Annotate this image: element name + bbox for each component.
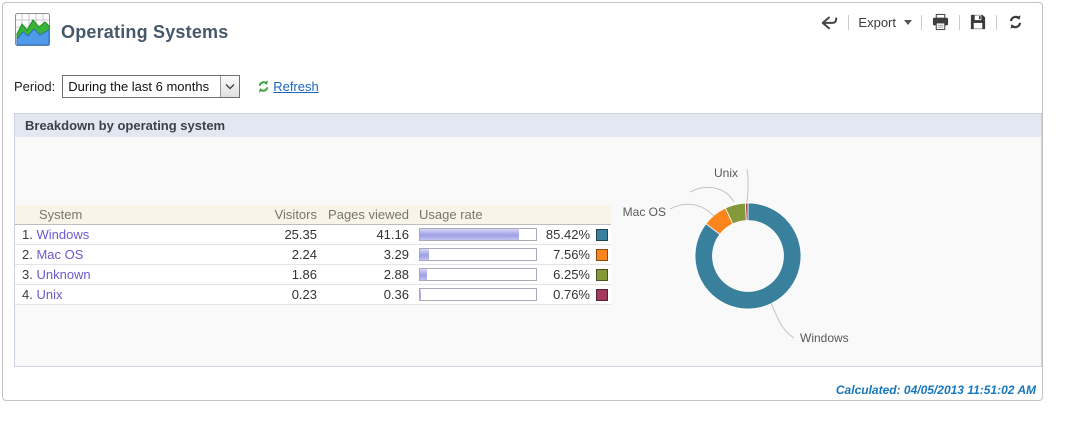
usage-rate-bar <box>419 247 537 261</box>
donut-segment-unix[interactable] <box>745 202 749 221</box>
refresh-link[interactable]: Refresh <box>273 79 319 94</box>
os-table: System Visitors Pages viewed Usage rate … <box>15 205 611 305</box>
legend-swatch <box>596 289 608 302</box>
leader-line-mac-os <box>669 203 715 217</box>
back-arrow-icon <box>819 13 839 31</box>
back-button[interactable] <box>810 10 848 34</box>
table-row: 4. Unix 0.23 0.36 0.76% <box>15 284 611 305</box>
breakdown-panel: Breakdown by operating system System Vis… <box>14 113 1042 367</box>
export-button[interactable]: Export <box>849 10 921 34</box>
usage-rate-bar-fill <box>420 228 520 240</box>
visitors-value: 0.23 <box>257 284 319 305</box>
operating-systems-widget: Operating Systems Export <box>2 2 1043 401</box>
row-rank: 3. <box>22 266 33 282</box>
os-link[interactable]: Windows <box>36 226 90 242</box>
reload-button[interactable] <box>997 10 1034 34</box>
table-header-row: System Visitors Pages viewed Usage rate <box>15 205 611 225</box>
row-rank: 4. <box>22 286 33 302</box>
print-button[interactable] <box>922 10 959 34</box>
visitors-value: 25.35 <box>257 224 319 245</box>
table-row: 1. Windows 25.35 41.16 85.42% <box>15 224 611 245</box>
pages-viewed-value: 2.88 <box>319 264 411 285</box>
page-title: Operating Systems <box>61 22 229 42</box>
table-row: 3. Unknown 1.86 2.88 6.25% <box>15 264 611 285</box>
pages-viewed-value: 3.29 <box>319 244 411 265</box>
os-link[interactable]: Unknown <box>36 266 91 282</box>
save-button[interactable] <box>960 10 996 34</box>
toolbar-separator <box>921 14 922 30</box>
area-chart-icon <box>13 10 53 50</box>
column-header-system: System <box>15 205 257 225</box>
column-header-pages-viewed: Pages viewed <box>319 205 411 225</box>
usage-rate-percent: 7.56% <box>541 244 593 265</box>
select-dropdown-button[interactable] <box>220 76 240 97</box>
panel-body: System Visitors Pages viewed Usage rate … <box>15 137 1041 366</box>
donut-segment-windows[interactable] <box>694 202 802 310</box>
pages-viewed-value: 0.36 <box>319 284 411 305</box>
toolbar-separator <box>848 14 850 30</box>
usage-rate-bar <box>419 287 537 301</box>
legend-swatch <box>596 269 608 282</box>
usage-rate-percent: 85.42% <box>541 224 593 245</box>
toolbar: Export <box>810 10 1034 34</box>
period-row: Period: During the last 6 months Refresh <box>14 75 319 98</box>
calculated-timestamp: Calculated: 04/05/2013 11:51:02 AM <box>835 383 1036 397</box>
chevron-down-icon <box>904 19 912 25</box>
leader-line-unknown <box>689 186 735 203</box>
column-header-visitors: Visitors <box>257 205 319 225</box>
toolbar-separator <box>959 14 960 30</box>
row-rank: 2. <box>22 246 33 262</box>
usage-rate-bar-fill <box>420 268 428 280</box>
export-label: Export <box>858 14 896 30</box>
os-link[interactable]: Mac OS <box>36 246 84 262</box>
visitors-value: 1.86 <box>257 264 319 285</box>
period-select[interactable]: During the last 6 months <box>62 75 241 98</box>
column-header-usage-rate: Usage rate <box>411 205 541 225</box>
usage-rate-bar <box>419 227 537 241</box>
os-table-body: 1. Windows 25.35 41.16 85.42% 2. Mac OS 2.24 3… <box>15 224 611 305</box>
toolbar-separator <box>996 14 997 30</box>
chart-label-mac-os: Mac OS <box>623 205 666 219</box>
usage-rate-bar <box>419 267 537 281</box>
printer-icon <box>931 13 950 31</box>
chart-label-windows: Windows <box>800 331 849 345</box>
row-rank: 1. <box>22 226 33 242</box>
leader-line-unix <box>746 168 749 203</box>
leader-line-windows <box>770 302 795 339</box>
usage-rate-bar-fill <box>420 248 429 260</box>
usage-rate-percent: 0.76% <box>541 284 593 305</box>
chevron-down-icon <box>225 84 235 90</box>
panel-title: Breakdown by operating system <box>15 114 1041 137</box>
reload-icon <box>1006 13 1025 31</box>
legend-swatch <box>596 229 608 242</box>
refresh-icon <box>256 79 271 94</box>
pages-viewed-value: 41.16 <box>319 224 411 245</box>
period-label: Period: <box>14 79 56 94</box>
period-select-value: During the last 6 months <box>68 79 210 94</box>
usage-rate-bar-fill <box>420 288 421 300</box>
usage-rate-percent: 6.25% <box>541 264 593 285</box>
floppy-disk-icon <box>969 13 987 31</box>
visitors-value: 2.24 <box>257 244 319 265</box>
table-row: 2. Mac OS 2.24 3.29 7.56% <box>15 244 611 265</box>
donut-chart: Unix Mac OS Windows <box>623 166 849 345</box>
legend-swatch <box>596 249 608 262</box>
chart-label-unix: Unix <box>714 166 738 180</box>
os-link[interactable]: Unix <box>36 286 63 302</box>
refresh-control[interactable]: Refresh <box>256 79 319 94</box>
donut-segments <box>694 202 802 310</box>
